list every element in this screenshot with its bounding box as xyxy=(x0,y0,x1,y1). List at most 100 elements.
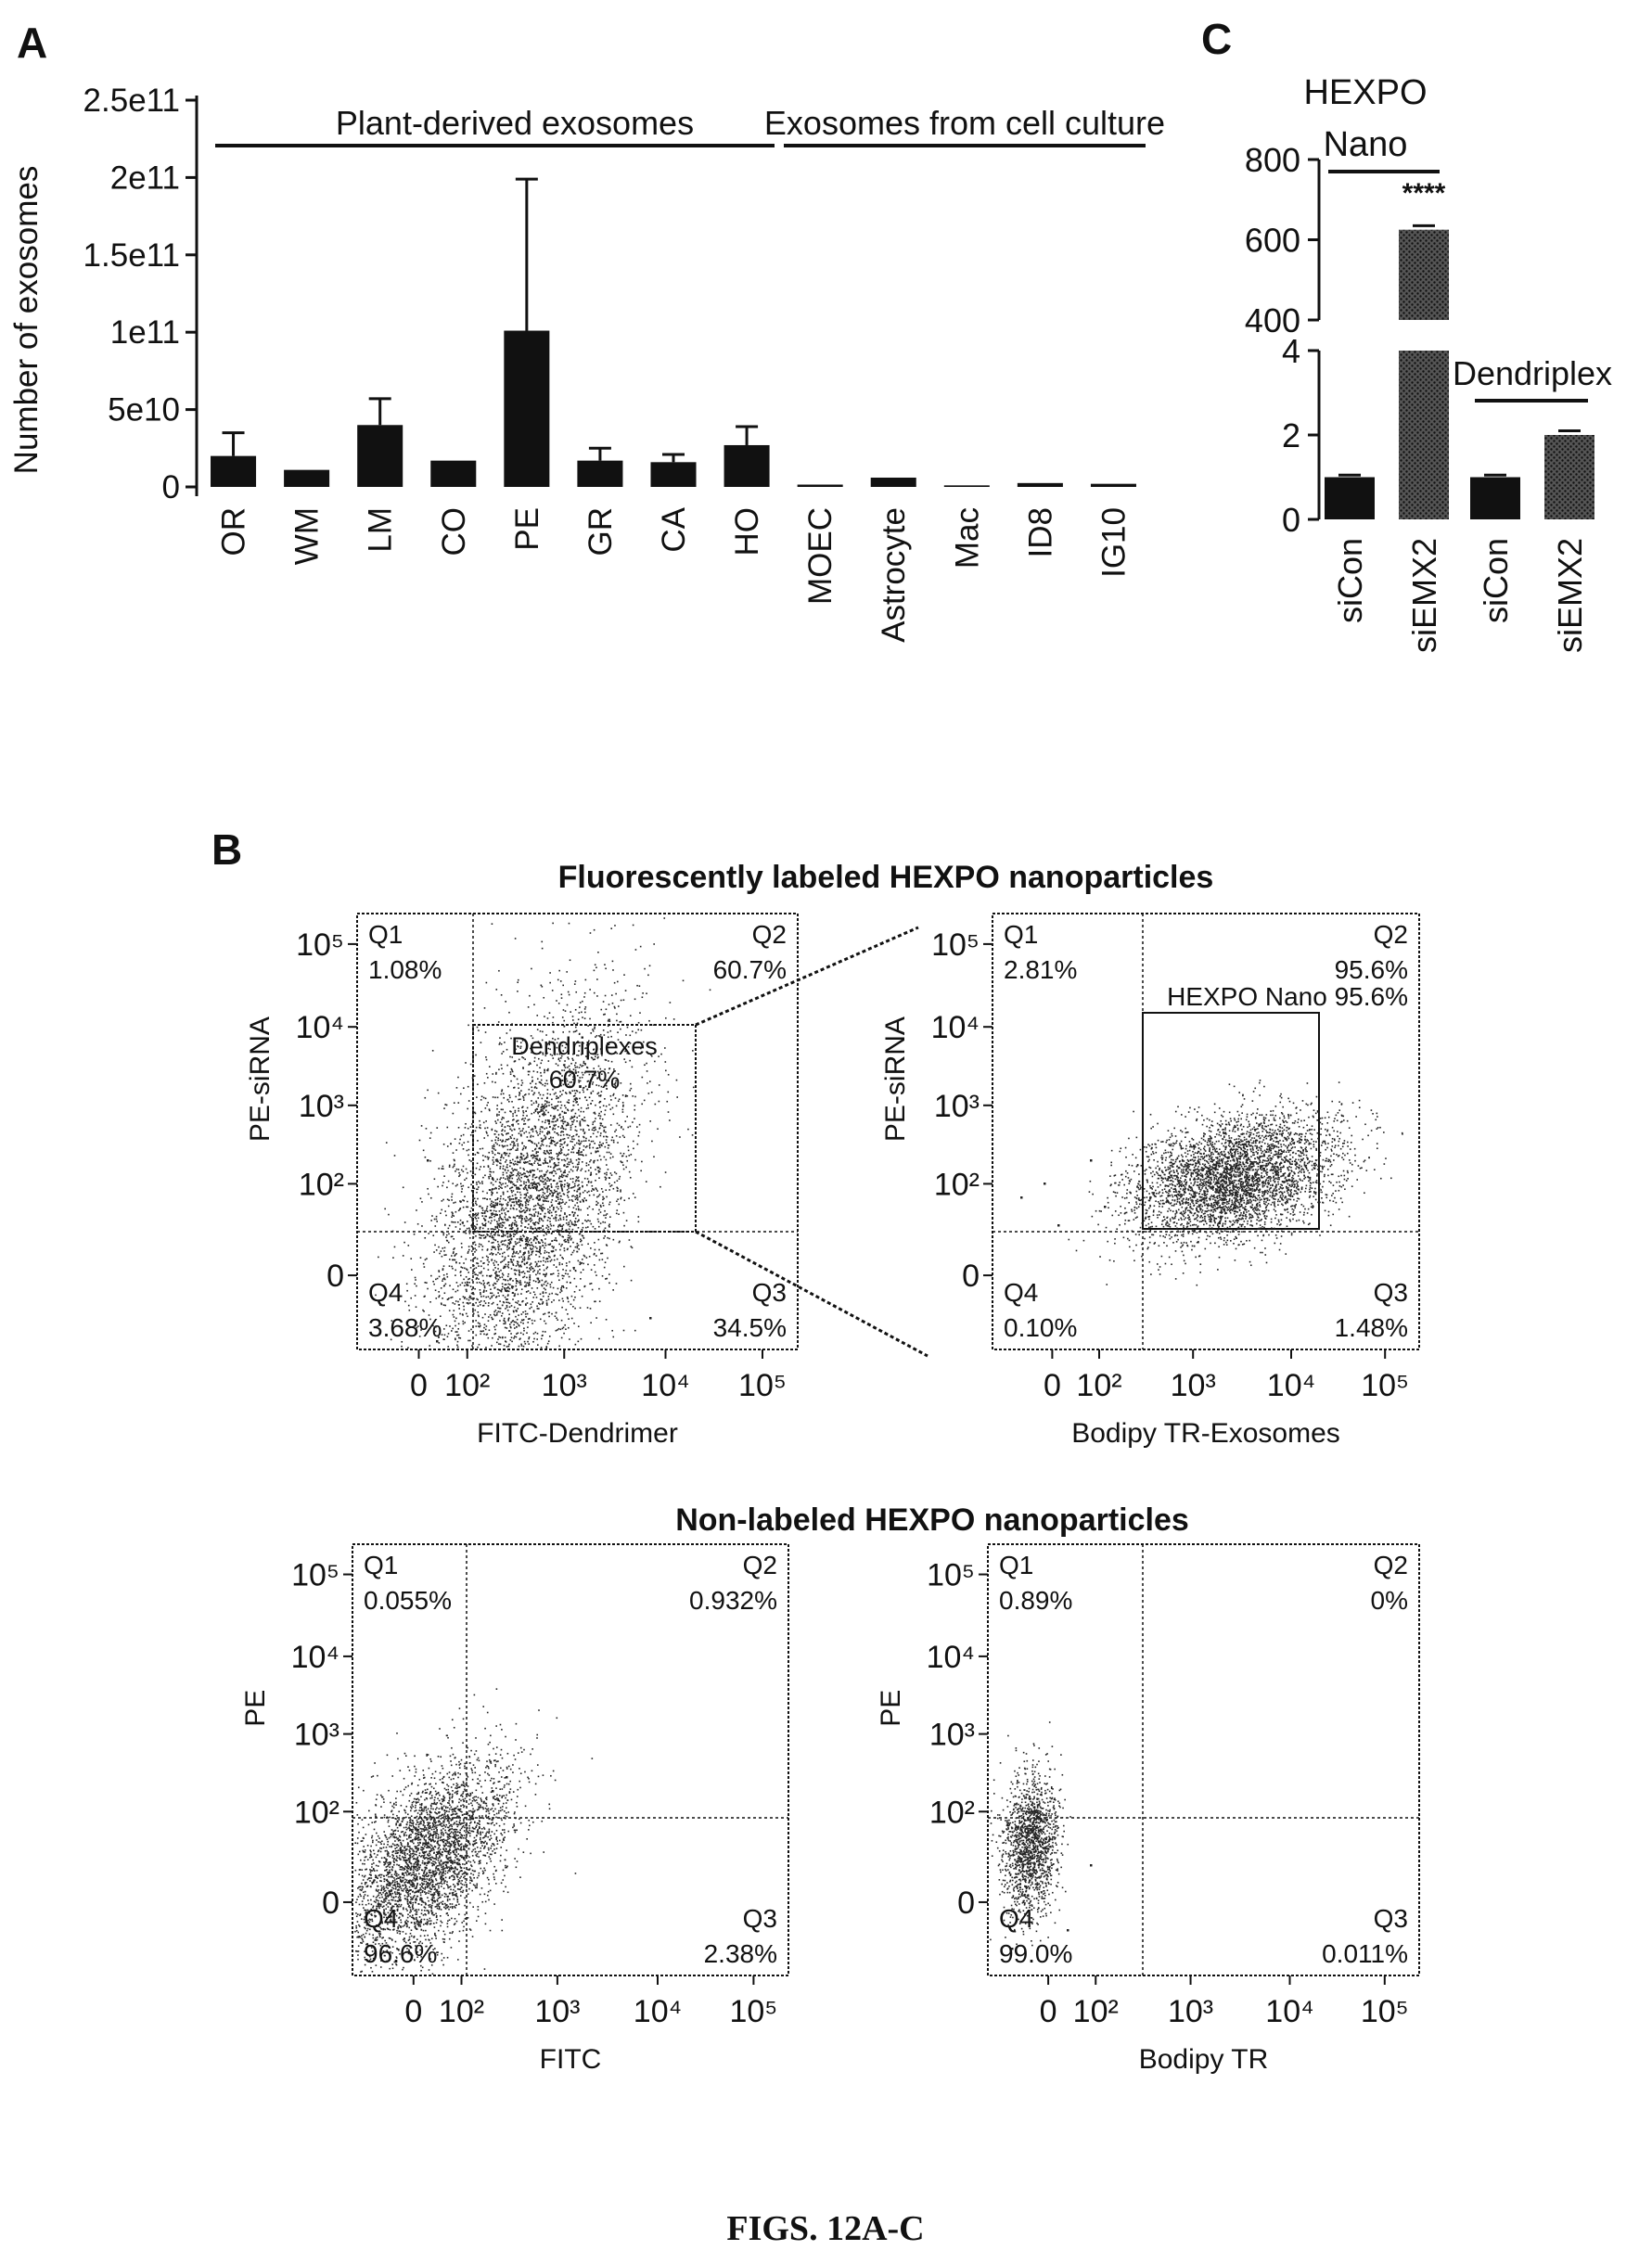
event-dot xyxy=(605,1079,608,1081)
event-dot xyxy=(512,1123,514,1126)
event-dot xyxy=(496,1197,499,1199)
event-dot xyxy=(494,1198,497,1201)
event-dot xyxy=(481,1215,484,1217)
event-dot xyxy=(543,1106,544,1108)
event-dot xyxy=(505,1208,507,1209)
event-dot xyxy=(495,1324,497,1326)
event-dot xyxy=(538,1159,540,1162)
event-dot xyxy=(509,1233,511,1235)
event-dot xyxy=(519,1098,521,1101)
event-dot xyxy=(643,1099,646,1102)
event-dot xyxy=(1268,1134,1271,1137)
event-dot xyxy=(572,1068,575,1070)
event-dot xyxy=(475,1273,477,1275)
event-dot xyxy=(522,1271,525,1272)
event-dot xyxy=(547,1165,550,1168)
event-dot xyxy=(557,1003,560,1004)
event-dot xyxy=(1175,1209,1178,1212)
event-dot xyxy=(598,1112,600,1115)
event-dot xyxy=(516,1078,519,1080)
event-dot xyxy=(452,1221,455,1223)
event-dot xyxy=(525,1242,528,1245)
event-dot xyxy=(559,1291,561,1294)
event-dot xyxy=(501,1089,504,1091)
event-dot xyxy=(511,1168,513,1170)
event-dot xyxy=(523,1172,525,1174)
event-dot xyxy=(501,1119,503,1120)
event-dot xyxy=(442,1234,445,1236)
event-dot xyxy=(611,1002,614,1004)
event-dot xyxy=(1120,1147,1122,1150)
event-dot xyxy=(555,1210,557,1213)
event-dot xyxy=(596,1166,599,1169)
event-dot xyxy=(477,1197,479,1200)
event-dot xyxy=(446,1272,448,1275)
event-dot xyxy=(480,1166,482,1168)
event-dot xyxy=(513,1060,516,1063)
event-dot xyxy=(664,1061,667,1063)
event-dot xyxy=(1264,1166,1267,1168)
event-dot xyxy=(546,1180,548,1183)
event-dot xyxy=(520,1176,522,1179)
event-dot xyxy=(528,1088,531,1091)
event-dot xyxy=(568,1048,570,1051)
event-dot xyxy=(488,1282,490,1284)
event-dot xyxy=(477,1314,480,1316)
event-dot xyxy=(484,1197,486,1200)
event-dot xyxy=(578,1152,580,1155)
event-dot xyxy=(517,1300,519,1302)
event-dot xyxy=(523,1144,525,1147)
event-dot xyxy=(538,1280,541,1282)
event-dot xyxy=(522,1323,524,1324)
event-dot xyxy=(556,1046,558,1049)
event-dot xyxy=(453,1259,455,1261)
event-dot xyxy=(542,1144,544,1146)
event-dot xyxy=(537,1104,540,1106)
event-dot xyxy=(486,1205,489,1208)
event-dot xyxy=(536,1185,538,1187)
event-dot xyxy=(574,1195,576,1198)
event-dot xyxy=(519,1265,520,1268)
x-axis-label: FITC-Dendrimer xyxy=(477,1418,678,1449)
event-dot xyxy=(476,1096,478,1098)
x-tick-label: 10⁴ xyxy=(641,1368,689,1403)
event-dot xyxy=(439,1252,441,1255)
event-dot xyxy=(555,1092,557,1094)
event-dot xyxy=(513,1323,515,1326)
event-dot xyxy=(576,1245,579,1247)
event-dot xyxy=(550,1281,553,1284)
event-dot xyxy=(470,1292,473,1295)
event-dot xyxy=(508,1199,511,1202)
event-dot xyxy=(456,1334,458,1336)
event-dot xyxy=(505,1183,506,1184)
event-dot xyxy=(427,1187,429,1190)
event-dot xyxy=(549,1189,552,1192)
event-dot xyxy=(561,1158,563,1161)
event-dot xyxy=(641,1076,644,1079)
event-dot xyxy=(502,1051,505,1053)
event-dot xyxy=(465,1312,467,1315)
event-dot xyxy=(537,1195,539,1197)
event-dot xyxy=(487,1336,490,1339)
event-dot xyxy=(567,1196,570,1198)
event-dot xyxy=(622,999,625,1002)
event-dot xyxy=(593,969,595,972)
event-dot xyxy=(535,1187,537,1190)
event-dot xyxy=(516,1157,518,1159)
event-dot xyxy=(506,1295,509,1297)
event-dot xyxy=(502,1139,504,1142)
event-dot xyxy=(605,1244,608,1246)
event-dot xyxy=(480,1293,481,1296)
event-dot xyxy=(435,1278,437,1281)
event-dot xyxy=(558,1053,561,1055)
event-dot xyxy=(1240,1205,1242,1208)
event-dot xyxy=(510,1148,513,1151)
event-dot xyxy=(492,1152,494,1155)
event-dot xyxy=(544,1105,545,1106)
event-dot xyxy=(467,1100,470,1102)
event-dot xyxy=(579,1289,581,1291)
event-dot xyxy=(600,1144,603,1145)
event-dot xyxy=(507,1247,510,1250)
event-dot xyxy=(583,1254,585,1257)
event-dot xyxy=(522,1155,525,1157)
